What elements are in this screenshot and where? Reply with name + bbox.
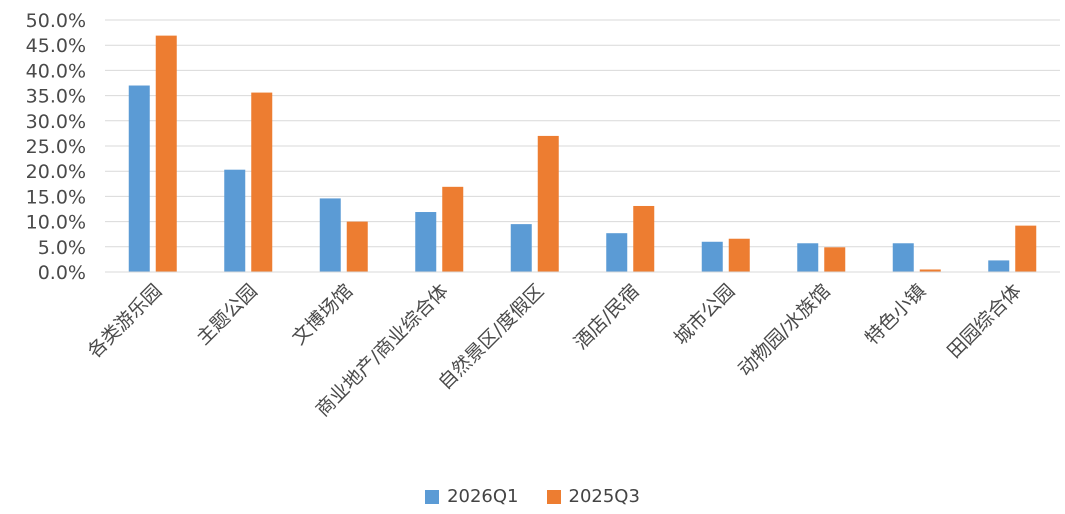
legend-item-2025q3: 2025Q3 <box>546 486 640 507</box>
bar-2026q1 <box>224 169 246 272</box>
bar-2025q3 <box>728 238 750 272</box>
y-tick-label: 45.0% <box>26 35 86 57</box>
bar-2025q3 <box>1015 225 1037 272</box>
bar-2025q3 <box>251 92 273 273</box>
legend-label-2026q1: 2026Q1 <box>447 486 519 507</box>
bar-2025q3 <box>155 35 177 273</box>
bar-2026q1 <box>701 241 723 272</box>
x-tick-label: 田园综合体 <box>943 280 1026 363</box>
y-tick-label: 35.0% <box>26 86 86 108</box>
y-tick-label: 20.0% <box>26 161 86 183</box>
y-tick-label: 0.0% <box>38 262 86 284</box>
bar-2026q1 <box>892 243 914 272</box>
x-tick-label: 各类游乐园 <box>84 280 167 363</box>
y-tick-label: 40.0% <box>26 60 86 82</box>
x-tick-label: 自然景区/度假区 <box>434 280 548 394</box>
gridlines <box>105 19 1060 248</box>
bar-2026q1 <box>797 243 819 272</box>
bar-2025q3 <box>633 205 655 272</box>
bar-2026q1 <box>510 224 532 272</box>
bar-2026q1 <box>128 85 150 273</box>
bar-2025q3 <box>537 135 559 272</box>
y-tick-label: 5.0% <box>38 237 86 259</box>
x-tick-label: 酒店/民宿 <box>570 280 644 354</box>
y-tick-label: 10.0% <box>26 212 86 234</box>
x-tick-label: 特色小镇 <box>861 280 930 349</box>
bar-2025q3 <box>919 269 941 272</box>
bar-2025q3 <box>824 247 846 272</box>
y-axis-ticks: 0.0% 5.0% 10.0% 15.0% 20.0% 25.0% 30.0% 35.0% 40… <box>26 10 86 284</box>
y-tick-label: 25.0% <box>26 136 86 158</box>
x-tick-label: 主题公园 <box>192 280 261 349</box>
bar-2025q3 <box>442 186 464 272</box>
legend-label-2025q3: 2025Q3 <box>568 486 640 507</box>
y-tick-label: 15.0% <box>26 186 86 208</box>
bar-2026q1 <box>319 198 341 272</box>
bar-2025q3 <box>346 221 368 272</box>
x-tick-label: 动物园/水族馆 <box>734 280 835 381</box>
bars <box>128 35 1037 273</box>
legend-swatch-2026q1 <box>425 489 440 504</box>
legend-item-2026q1: 2026Q1 <box>425 486 519 507</box>
x-tick-label: 文博场馆 <box>288 280 357 349</box>
bar-2026q1 <box>606 233 628 272</box>
bar-2026q1 <box>988 260 1010 272</box>
y-tick-label: 30.0% <box>26 111 86 133</box>
y-tick-label: 50.0% <box>26 10 86 32</box>
legend: 2026Q1 2025Q3 <box>0 486 1065 507</box>
bar-2026q1 <box>415 212 437 272</box>
x-tick-label: 城市公园 <box>670 280 739 349</box>
bar-chart: 0.0% 5.0% 10.0% 15.0% 20.0% 25.0% 30.0% 35.0% 40… <box>26 10 1060 421</box>
legend-swatch-2025q3 <box>546 489 561 504</box>
